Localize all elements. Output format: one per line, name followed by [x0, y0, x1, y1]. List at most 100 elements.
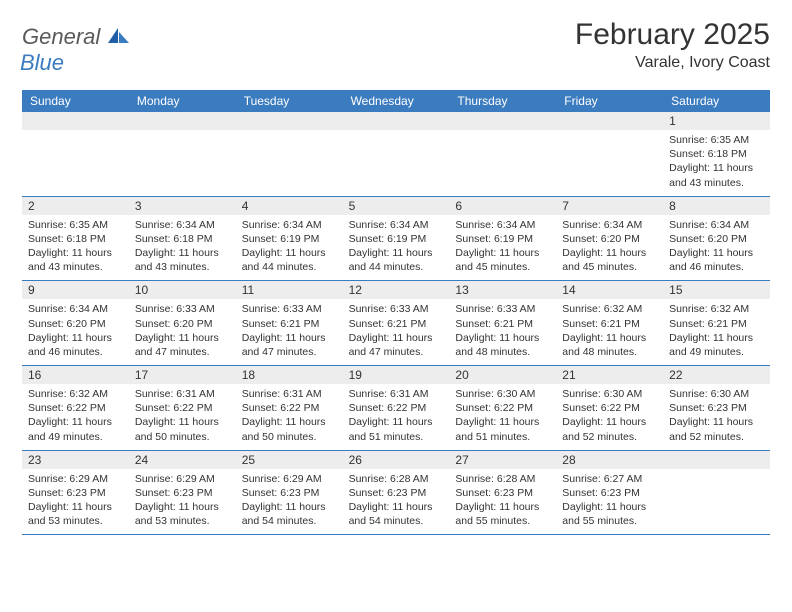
day-details: Sunrise: 6:34 AMSunset: 6:20 PMDaylight:… [556, 215, 663, 281]
calendar-day: 7Sunrise: 6:34 AMSunset: 6:20 PMDaylight… [556, 197, 663, 281]
logo-text-blue: Blue [20, 50, 64, 75]
day-details: Sunrise: 6:33 AMSunset: 6:21 PMDaylight:… [449, 299, 556, 365]
day-details: Sunrise: 6:34 AMSunset: 6:19 PMDaylight:… [343, 215, 450, 281]
calendar-day: 19Sunrise: 6:31 AMSunset: 6:22 PMDayligh… [343, 366, 450, 450]
day-header: Saturday [663, 90, 770, 112]
day-header: Friday [556, 90, 663, 112]
day-number: 23 [22, 451, 129, 469]
calendar-day-empty [663, 451, 770, 535]
calendar-day-empty [236, 112, 343, 196]
day-number: 15 [663, 281, 770, 299]
calendar-day: 21Sunrise: 6:30 AMSunset: 6:22 PMDayligh… [556, 366, 663, 450]
day-number: 10 [129, 281, 236, 299]
day-header: Wednesday [343, 90, 450, 112]
day-number: 27 [449, 451, 556, 469]
calendar-day: 22Sunrise: 6:30 AMSunset: 6:23 PMDayligh… [663, 366, 770, 450]
day-details: Sunrise: 6:35 AMSunset: 6:18 PMDaylight:… [663, 130, 770, 196]
day-details: Sunrise: 6:34 AMSunset: 6:18 PMDaylight:… [129, 215, 236, 281]
day-number: 8 [663, 197, 770, 215]
calendar-week: 2Sunrise: 6:35 AMSunset: 6:18 PMDaylight… [22, 197, 770, 282]
calendar-day: 23Sunrise: 6:29 AMSunset: 6:23 PMDayligh… [22, 451, 129, 535]
day-number: 11 [236, 281, 343, 299]
day-details: Sunrise: 6:32 AMSunset: 6:21 PMDaylight:… [663, 299, 770, 365]
calendar-day-empty [556, 112, 663, 196]
day-number: 21 [556, 366, 663, 384]
day-details: Sunrise: 6:34 AMSunset: 6:19 PMDaylight:… [236, 215, 343, 281]
day-number: 26 [343, 451, 450, 469]
calendar-day: 4Sunrise: 6:34 AMSunset: 6:19 PMDaylight… [236, 197, 343, 281]
day-number [129, 112, 236, 130]
calendar-day: 26Sunrise: 6:28 AMSunset: 6:23 PMDayligh… [343, 451, 450, 535]
day-details: Sunrise: 6:31 AMSunset: 6:22 PMDaylight:… [343, 384, 450, 450]
logo-sail-icon [108, 31, 130, 48]
day-number: 1 [663, 112, 770, 130]
day-details: Sunrise: 6:29 AMSunset: 6:23 PMDaylight:… [236, 469, 343, 535]
logo-text-general: General [22, 24, 100, 49]
day-headers-row: SundayMondayTuesdayWednesdayThursdayFrid… [22, 90, 770, 112]
calendar-day: 8Sunrise: 6:34 AMSunset: 6:20 PMDaylight… [663, 197, 770, 281]
calendar-day: 20Sunrise: 6:30 AMSunset: 6:22 PMDayligh… [449, 366, 556, 450]
calendar-day-empty [22, 112, 129, 196]
day-number: 22 [663, 366, 770, 384]
calendar-day: 6Sunrise: 6:34 AMSunset: 6:19 PMDaylight… [449, 197, 556, 281]
day-header: Sunday [22, 90, 129, 112]
calendar-day: 3Sunrise: 6:34 AMSunset: 6:18 PMDaylight… [129, 197, 236, 281]
day-number: 6 [449, 197, 556, 215]
calendar-day: 28Sunrise: 6:27 AMSunset: 6:23 PMDayligh… [556, 451, 663, 535]
day-details: Sunrise: 6:33 AMSunset: 6:21 PMDaylight:… [236, 299, 343, 365]
day-number: 14 [556, 281, 663, 299]
calendar: SundayMondayTuesdayWednesdayThursdayFrid… [22, 90, 770, 535]
day-number: 28 [556, 451, 663, 469]
day-header: Tuesday [236, 90, 343, 112]
day-number: 3 [129, 197, 236, 215]
day-number: 9 [22, 281, 129, 299]
day-details: Sunrise: 6:34 AMSunset: 6:20 PMDaylight:… [663, 215, 770, 281]
day-number [663, 451, 770, 469]
calendar-body: 1Sunrise: 6:35 AMSunset: 6:18 PMDaylight… [22, 112, 770, 535]
day-details: Sunrise: 6:31 AMSunset: 6:22 PMDaylight:… [129, 384, 236, 450]
day-number: 25 [236, 451, 343, 469]
day-number: 2 [22, 197, 129, 215]
page-title: February 2025 [575, 18, 770, 52]
day-details: Sunrise: 6:31 AMSunset: 6:22 PMDaylight:… [236, 384, 343, 450]
calendar-day: 15Sunrise: 6:32 AMSunset: 6:21 PMDayligh… [663, 281, 770, 365]
calendar-day: 24Sunrise: 6:29 AMSunset: 6:23 PMDayligh… [129, 451, 236, 535]
day-number: 18 [236, 366, 343, 384]
calendar-week: 9Sunrise: 6:34 AMSunset: 6:20 PMDaylight… [22, 281, 770, 366]
calendar-day: 10Sunrise: 6:33 AMSunset: 6:20 PMDayligh… [129, 281, 236, 365]
day-number [449, 112, 556, 130]
calendar-week: 23Sunrise: 6:29 AMSunset: 6:23 PMDayligh… [22, 451, 770, 536]
day-number [343, 112, 450, 130]
calendar-day: 12Sunrise: 6:33 AMSunset: 6:21 PMDayligh… [343, 281, 450, 365]
day-details: Sunrise: 6:28 AMSunset: 6:23 PMDaylight:… [343, 469, 450, 535]
calendar-day: 2Sunrise: 6:35 AMSunset: 6:18 PMDaylight… [22, 197, 129, 281]
logo: General Blue [22, 18, 130, 76]
day-details: Sunrise: 6:34 AMSunset: 6:20 PMDaylight:… [22, 299, 129, 365]
day-number: 16 [22, 366, 129, 384]
day-number [556, 112, 663, 130]
day-details: Sunrise: 6:29 AMSunset: 6:23 PMDaylight:… [129, 469, 236, 535]
calendar-day: 27Sunrise: 6:28 AMSunset: 6:23 PMDayligh… [449, 451, 556, 535]
day-number [236, 112, 343, 130]
calendar-day: 16Sunrise: 6:32 AMSunset: 6:22 PMDayligh… [22, 366, 129, 450]
calendar-day: 1Sunrise: 6:35 AMSunset: 6:18 PMDaylight… [663, 112, 770, 196]
day-details: Sunrise: 6:34 AMSunset: 6:19 PMDaylight:… [449, 215, 556, 281]
day-details: Sunrise: 6:30 AMSunset: 6:22 PMDaylight:… [449, 384, 556, 450]
day-number: 17 [129, 366, 236, 384]
day-details: Sunrise: 6:28 AMSunset: 6:23 PMDaylight:… [449, 469, 556, 535]
calendar-day: 9Sunrise: 6:34 AMSunset: 6:20 PMDaylight… [22, 281, 129, 365]
calendar-day: 17Sunrise: 6:31 AMSunset: 6:22 PMDayligh… [129, 366, 236, 450]
header: General Blue February 2025 Varale, Ivory… [22, 18, 770, 76]
day-details: Sunrise: 6:32 AMSunset: 6:21 PMDaylight:… [556, 299, 663, 365]
calendar-week: 1Sunrise: 6:35 AMSunset: 6:18 PMDaylight… [22, 112, 770, 197]
day-header: Thursday [449, 90, 556, 112]
day-details: Sunrise: 6:35 AMSunset: 6:18 PMDaylight:… [22, 215, 129, 281]
day-number: 7 [556, 197, 663, 215]
day-details: Sunrise: 6:30 AMSunset: 6:22 PMDaylight:… [556, 384, 663, 450]
calendar-day: 18Sunrise: 6:31 AMSunset: 6:22 PMDayligh… [236, 366, 343, 450]
day-details: Sunrise: 6:33 AMSunset: 6:20 PMDaylight:… [129, 299, 236, 365]
calendar-day: 14Sunrise: 6:32 AMSunset: 6:21 PMDayligh… [556, 281, 663, 365]
day-number: 12 [343, 281, 450, 299]
day-number: 5 [343, 197, 450, 215]
day-details: Sunrise: 6:29 AMSunset: 6:23 PMDaylight:… [22, 469, 129, 535]
